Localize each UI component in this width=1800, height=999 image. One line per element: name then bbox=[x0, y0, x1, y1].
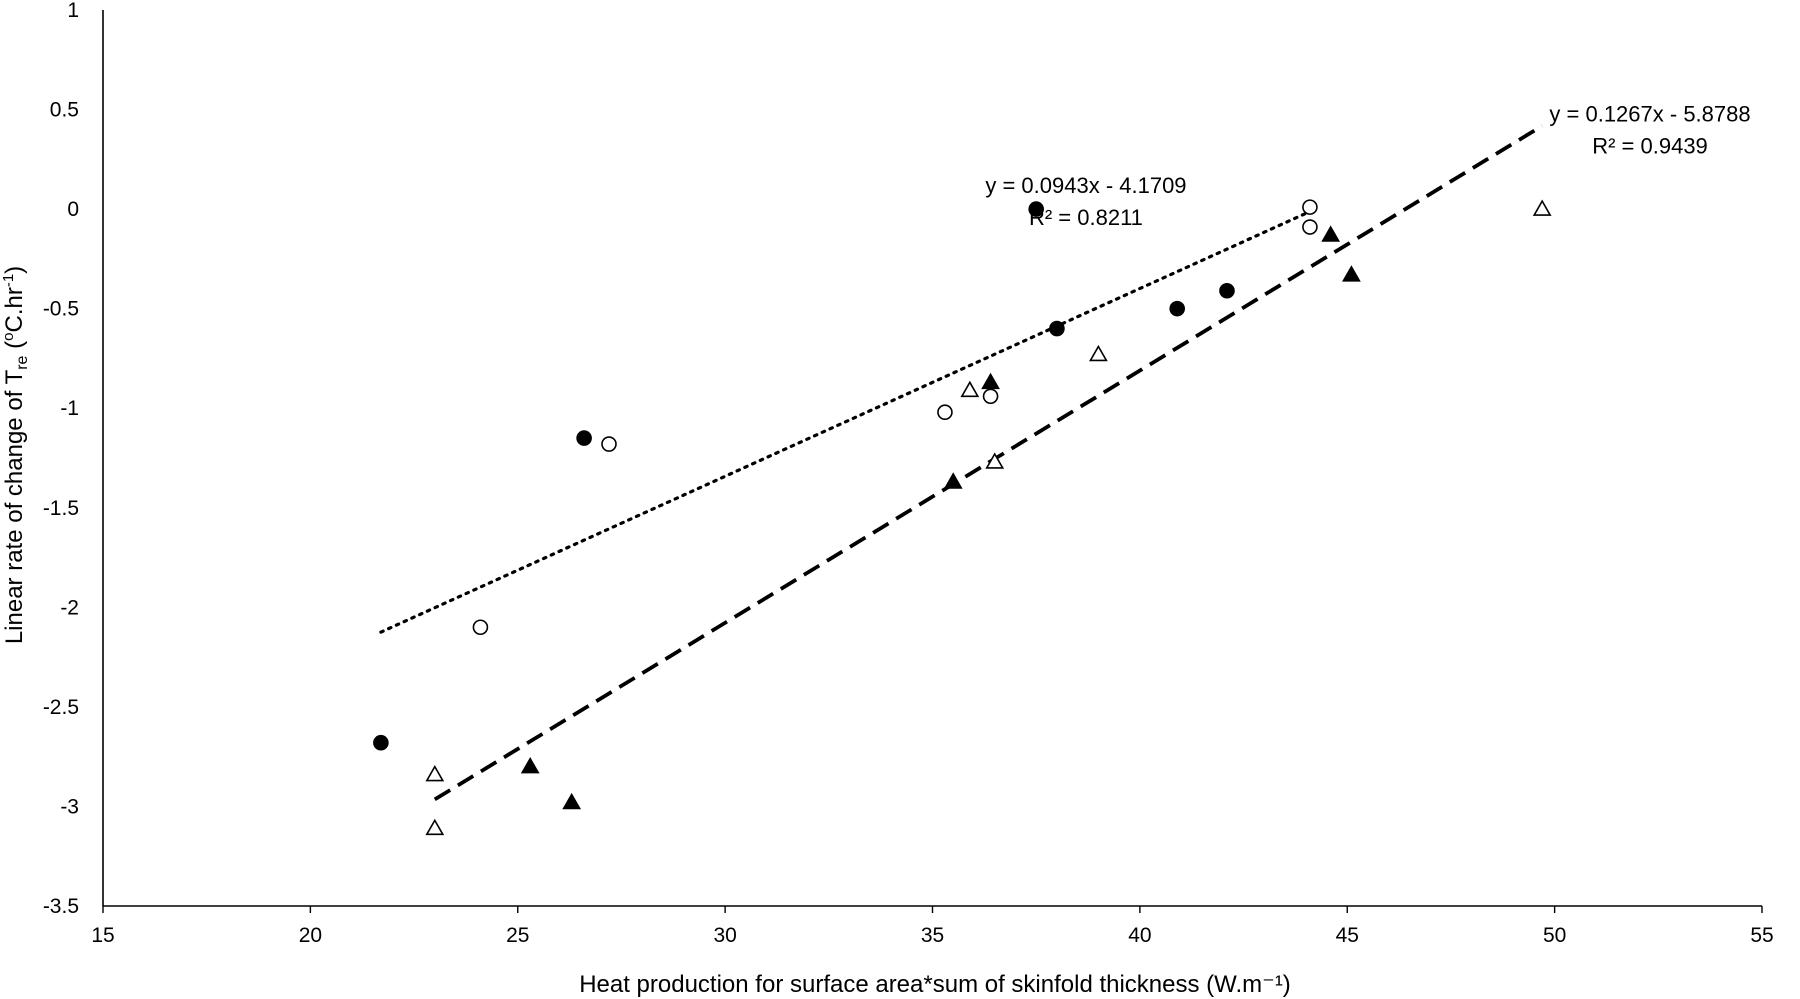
data-point-filled-circle bbox=[1219, 282, 1235, 299]
trendline-equation: y = 0.0943x - 4.1709 bbox=[985, 173, 1186, 198]
data-point-filled-circle bbox=[1169, 300, 1186, 317]
y-axis-title-sup-o: o bbox=[0, 333, 17, 341]
data-point-filled-circle bbox=[373, 734, 389, 751]
data-point-filled-triangle bbox=[981, 372, 1000, 390]
x-tick-label: 20 bbox=[299, 924, 322, 947]
y-axis-title-unit: C.hr bbox=[1, 287, 28, 332]
y-tick-label: 1 bbox=[67, 0, 79, 22]
x-tick-label: 15 bbox=[91, 924, 114, 947]
x-tick-label: 40 bbox=[1128, 924, 1151, 947]
data-point-filled-triangle bbox=[1321, 225, 1341, 242]
x-tick-label: 30 bbox=[713, 924, 736, 947]
data-point-filled-triangle bbox=[1342, 265, 1361, 282]
trendline-dotted bbox=[379, 209, 1312, 634]
data-point-open-circle bbox=[601, 436, 617, 452]
data-point-open-triangle bbox=[985, 452, 1005, 469]
y-axis-title: Linear rate of change of Tre (oC.hr-1) bbox=[0, 266, 31, 644]
y-axis-title-sup-unit: -1 bbox=[0, 274, 17, 287]
axes: 15 20 25 30 35 40 45 50 55 -3.5 -3 -2.5 -2 -1.5 -1 -0.5… bbox=[43, 0, 1774, 947]
x-tick-label: 35 bbox=[921, 924, 944, 947]
y-tick-label: -2 bbox=[60, 596, 79, 619]
trendline-dashed bbox=[433, 124, 1544, 802]
y-tick-label: -1 bbox=[60, 397, 79, 420]
data-point-filled-circle bbox=[576, 430, 592, 446]
data-point-filled-circle bbox=[1028, 201, 1044, 217]
data-point-filled-triangle bbox=[562, 792, 582, 810]
trendline-r-squared: R² = 0.8211 bbox=[1029, 205, 1143, 230]
data-point-open-circle bbox=[1302, 199, 1318, 215]
data-point-open-circle bbox=[1302, 219, 1318, 235]
x-axis-title: Heat production for surface area*sum of … bbox=[579, 971, 1291, 998]
y-axis-title-subscript: re bbox=[14, 355, 31, 369]
y-tick-label: -3 bbox=[60, 795, 79, 818]
data-point-open-triangle bbox=[1532, 199, 1552, 216]
x-tick-label: 25 bbox=[506, 924, 529, 947]
y-axis-title-open: ( bbox=[1, 341, 28, 356]
data-point-open-circle bbox=[472, 619, 489, 636]
data-point-open-triangle bbox=[960, 380, 980, 398]
data-point-open-triangle bbox=[1089, 344, 1108, 362]
x-tick-label: 45 bbox=[1336, 924, 1359, 947]
data-point-open-circle bbox=[982, 388, 999, 405]
x-tick-label: 55 bbox=[1750, 924, 1773, 947]
trendline-r-squared: R² = 0.9439 bbox=[1592, 134, 1708, 159]
y-tick-label: 0 bbox=[67, 198, 79, 221]
trendline-annotations: y = 0.0943x - 4.1709 R² = 0.8211 y = 0.126… bbox=[985, 102, 1750, 231]
y-tick-label: -0.5 bbox=[43, 298, 79, 321]
data-point-open-triangle bbox=[425, 818, 445, 836]
x-tick-label: 50 bbox=[1543, 924, 1566, 947]
y-tick-label: -3.5 bbox=[43, 895, 79, 918]
data-point-filled-circle bbox=[1049, 320, 1065, 337]
y-axis-title-close: ) bbox=[1, 266, 28, 274]
data-point-filled-triangle bbox=[943, 472, 963, 489]
data-point-open-circle bbox=[937, 404, 953, 421]
y-tick-label: -2.5 bbox=[43, 696, 79, 719]
data-point-filled-triangle bbox=[520, 757, 540, 774]
trendlines bbox=[379, 124, 1544, 802]
data-point-open-triangle bbox=[425, 764, 445, 782]
data-points bbox=[373, 199, 1552, 836]
y-axis-title-prefix: Linear rate of change of T bbox=[1, 369, 28, 644]
trendline-equation: y = 0.1267x - 5.8788 bbox=[1549, 102, 1750, 127]
y-tick-label: 0.5 bbox=[50, 99, 79, 122]
y-tick-label: -1.5 bbox=[43, 497, 79, 520]
